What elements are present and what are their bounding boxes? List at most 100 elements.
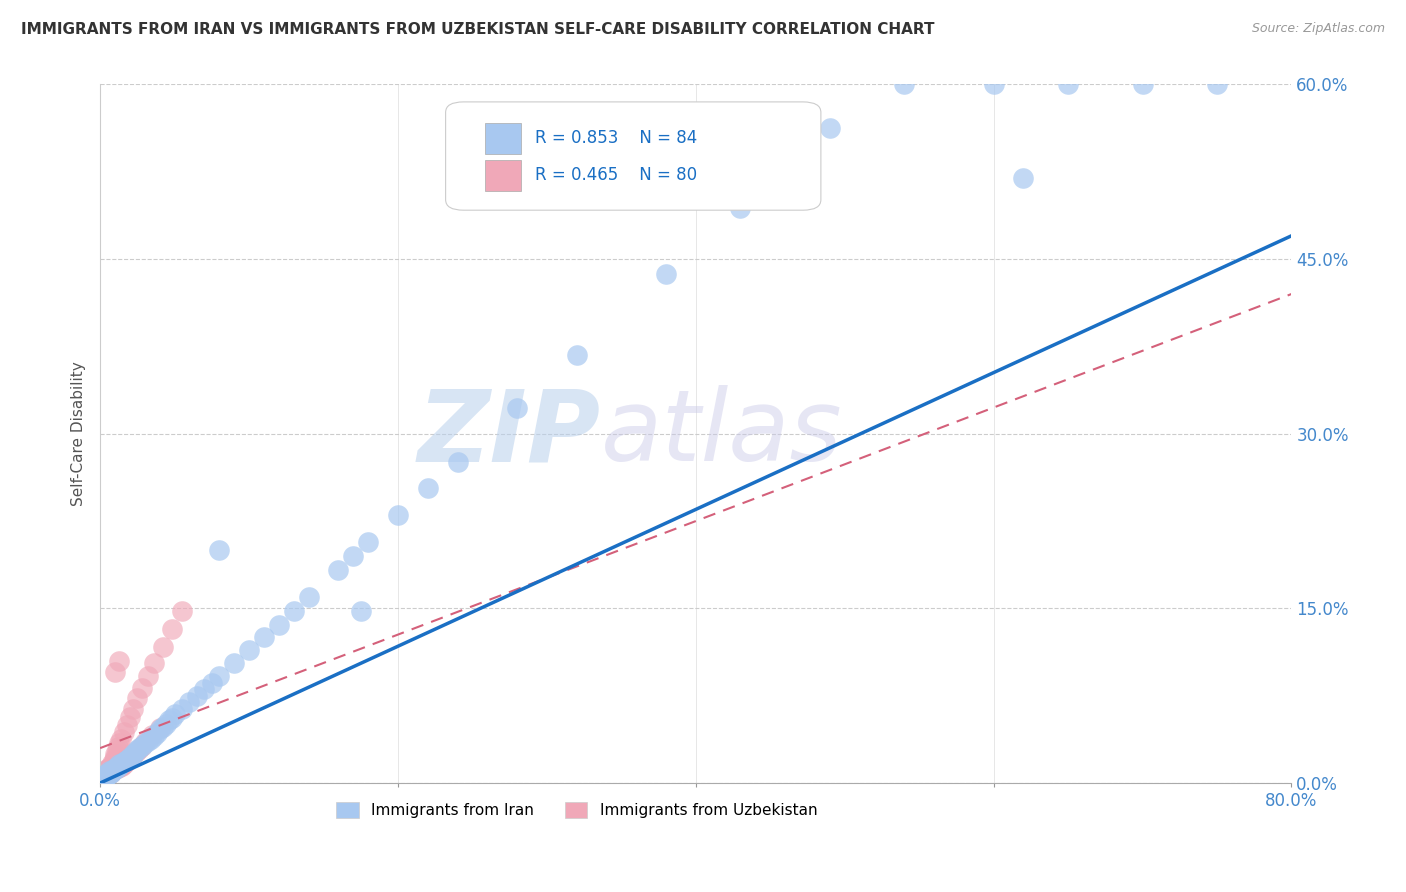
Point xyxy=(170,604,193,618)
Point xyxy=(103,762,125,776)
Point xyxy=(105,758,128,772)
Point xyxy=(446,455,468,469)
FancyBboxPatch shape xyxy=(485,123,520,154)
Point xyxy=(110,731,132,746)
Point xyxy=(160,711,183,725)
Point xyxy=(127,691,149,706)
Point xyxy=(94,768,117,782)
Point xyxy=(128,742,150,756)
Point xyxy=(128,741,150,756)
Point xyxy=(208,543,231,558)
Point xyxy=(208,669,231,683)
Point xyxy=(655,267,678,281)
Point xyxy=(152,720,174,734)
Point xyxy=(91,772,114,786)
Point xyxy=(93,766,115,780)
Point xyxy=(152,640,174,654)
Point xyxy=(107,761,129,775)
Point xyxy=(110,758,132,772)
Point xyxy=(98,766,121,780)
Point xyxy=(100,765,122,780)
Point xyxy=(100,765,122,780)
Point xyxy=(110,757,132,772)
Point xyxy=(90,770,112,784)
Point xyxy=(101,760,124,774)
Point xyxy=(110,755,132,769)
Point xyxy=(108,757,131,772)
Point xyxy=(90,772,112,786)
Point xyxy=(101,756,124,771)
Point xyxy=(90,772,112,787)
Point xyxy=(91,769,114,783)
Point xyxy=(108,756,131,771)
Point xyxy=(105,760,128,774)
Point xyxy=(94,765,117,780)
Point xyxy=(134,736,156,750)
Point xyxy=(136,669,159,683)
Point xyxy=(90,772,112,787)
Point xyxy=(100,758,122,772)
Point xyxy=(91,770,114,784)
Point xyxy=(90,769,112,783)
Point xyxy=(98,762,121,776)
Point xyxy=(101,764,124,779)
Point xyxy=(818,120,841,135)
Point xyxy=(115,754,138,768)
Point xyxy=(97,768,120,782)
Text: IMMIGRANTS FROM IRAN VS IMMIGRANTS FROM UZBEKISTAN SELF-CARE DISABILITY CORRELAT: IMMIGRANTS FROM IRAN VS IMMIGRANTS FROM … xyxy=(21,22,935,37)
Point xyxy=(90,773,112,788)
Point xyxy=(105,761,128,775)
Point xyxy=(112,724,135,739)
Point xyxy=(118,750,141,764)
Point xyxy=(100,763,122,777)
Point xyxy=(97,763,120,777)
Point xyxy=(201,676,224,690)
Point xyxy=(565,347,588,361)
Point xyxy=(98,764,121,779)
Point xyxy=(267,617,290,632)
Point xyxy=(1206,78,1229,92)
Point xyxy=(97,761,120,775)
Text: Source: ZipAtlas.com: Source: ZipAtlas.com xyxy=(1251,22,1385,36)
Point xyxy=(97,766,120,780)
Y-axis label: Self-Care Disability: Self-Care Disability xyxy=(72,361,86,506)
Point xyxy=(97,765,120,780)
Point xyxy=(142,730,165,744)
Point xyxy=(149,721,172,735)
Point xyxy=(157,713,180,727)
Point xyxy=(117,751,139,765)
Point xyxy=(100,764,122,779)
Point xyxy=(93,764,115,779)
FancyBboxPatch shape xyxy=(485,160,520,191)
Point xyxy=(114,755,136,769)
Point xyxy=(101,762,124,776)
Point xyxy=(122,701,145,715)
Point xyxy=(730,201,752,215)
Point xyxy=(101,763,124,777)
Point xyxy=(91,768,114,782)
Point xyxy=(98,764,121,779)
Point xyxy=(107,757,129,772)
Point xyxy=(387,508,409,523)
Point xyxy=(179,694,201,708)
Point xyxy=(104,665,127,680)
Point xyxy=(112,755,135,769)
Point xyxy=(93,772,115,786)
Point xyxy=(118,709,141,723)
Point xyxy=(111,756,134,771)
Point xyxy=(125,745,148,759)
Point xyxy=(104,762,127,776)
Point xyxy=(108,654,131,668)
Point xyxy=(160,623,183,637)
Point xyxy=(118,750,141,764)
Point xyxy=(105,743,128,757)
Point xyxy=(328,563,350,577)
Point xyxy=(131,739,153,753)
Point xyxy=(131,739,153,753)
Point xyxy=(506,401,529,416)
Point xyxy=(97,768,120,782)
Point xyxy=(91,766,114,780)
Point xyxy=(108,760,131,774)
Point xyxy=(103,761,125,775)
Point xyxy=(98,766,121,780)
